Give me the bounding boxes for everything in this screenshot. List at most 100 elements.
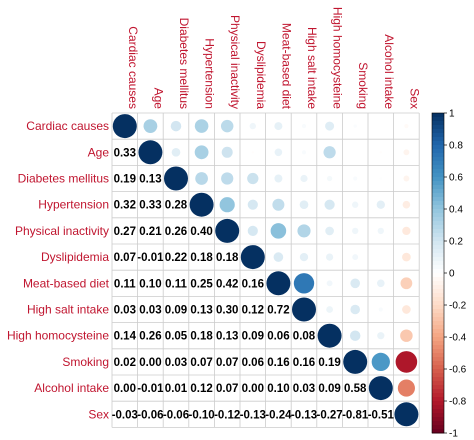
colorbar-segment (432, 113, 444, 118)
column-labels: Cardiac causes Age Diabetes mellitus Hypert… (126, 7, 422, 110)
row-label: High homocysteine (7, 329, 109, 343)
column-label: Physical inactivity (228, 15, 242, 109)
corr-value-label: 0.25 (190, 278, 213, 290)
corr-circle (274, 122, 283, 131)
colorbar-segment (432, 173, 444, 178)
corr-value-label: 0.19 (318, 357, 340, 369)
corr-circle (394, 402, 419, 427)
corr-value-label: 0.16 (267, 357, 289, 369)
colorbar-segment (432, 177, 444, 182)
colorbar-segment (432, 261, 444, 266)
corr-circle (247, 225, 258, 236)
corr-value-label: 0.00 (114, 383, 136, 395)
column-label: Dyslipidemia (254, 41, 268, 109)
corr-circle (377, 332, 385, 340)
column-label: Alcohol intake (382, 34, 396, 109)
corr-circle (324, 199, 335, 210)
row-label: Cardiac causes (26, 119, 109, 133)
corr-circle (326, 306, 333, 313)
corr-value-label: 0.07 (114, 252, 136, 264)
colorbar-segment (432, 353, 444, 358)
corr-value-label: 0.03 (139, 305, 161, 317)
colorbar-segment (432, 361, 444, 366)
colorbar-segment (432, 181, 444, 186)
row-label: Hypertension (38, 198, 109, 212)
row-label: Dyslipidemia (41, 250, 109, 264)
column-label: Age (151, 88, 165, 110)
colorbar-segment (432, 217, 444, 222)
colorbar-segment (432, 141, 444, 146)
cells-layer: 0.330.19 0.130.32 0.33 0.280.27 0.21 0.26 0.40… (112, 114, 419, 427)
corr-circle (301, 124, 307, 129)
corr-value-label: -0.03 (112, 409, 138, 421)
colorbar-segment (432, 269, 444, 274)
corr-value-label: -0.06 (137, 409, 163, 421)
corr-circle (274, 174, 283, 183)
corr-circle (112, 114, 137, 139)
corr-circle (164, 166, 188, 191)
corr-value-label: -0.51 (368, 409, 395, 421)
corr-value-label: 0.12 (242, 305, 264, 317)
corr-value-label: -0.12 (214, 409, 240, 421)
corr-value-label: 0.16 (293, 357, 315, 369)
colorbar-segment (432, 185, 444, 190)
colorbar-tick-label: 0.4 (449, 205, 463, 216)
colorbar-segment (432, 285, 444, 290)
colorbar-segment (432, 321, 444, 326)
corr-circle (292, 297, 316, 322)
row-label: Meat-based diet (23, 276, 110, 290)
corr-value-label: -0.27 (316, 409, 342, 421)
colorbar-segment (432, 201, 444, 206)
corr-value-label: 0.58 (344, 383, 367, 395)
corr-circle (326, 175, 333, 182)
colorbar-segment (432, 289, 444, 294)
row-label: Smoking (62, 355, 109, 369)
corr-circle (171, 147, 181, 157)
colorbar-segment (432, 389, 444, 394)
corr-circle (353, 124, 357, 128)
corr-value-label: 0.40 (190, 226, 212, 238)
corr-value-label: 0.11 (165, 278, 187, 290)
colorbar-segment (432, 345, 444, 350)
colorbar-segment (432, 197, 444, 202)
colorbar-tick-label: 0.6 (449, 173, 463, 184)
colorbar-segment (432, 421, 444, 426)
corr-value-label: 0.07 (216, 357, 238, 369)
colorbar-segment (432, 357, 444, 362)
corr-circle (379, 151, 382, 154)
colorbar-segment (432, 209, 444, 214)
grid-layer (111, 112, 420, 428)
colorbar: 1 0.8 0.6 0.4 0.2 0 -0.2 -0.4 -0.6 -0.8 -1 (431, 109, 467, 440)
colorbar-segment (432, 213, 444, 218)
corr-value-label: 0.18 (216, 252, 239, 264)
corr-value-label: 0.03 (114, 305, 136, 317)
colorbar-segment (432, 153, 444, 158)
corr-circle (143, 119, 158, 133)
corr-value-label: 0.03 (293, 383, 315, 395)
corr-value-label: -0.81 (342, 409, 369, 421)
corr-circle (377, 227, 384, 235)
corr-circle (400, 277, 413, 290)
colorbar-tick-label: -0.2 (449, 301, 467, 312)
colorbar-segment (432, 161, 444, 166)
colorbar-segment (432, 417, 444, 422)
corr-circle (371, 352, 390, 372)
corr-circle (272, 198, 285, 211)
corr-value-label: 0.30 (216, 305, 238, 317)
corr-value-label: 0.07 (216, 383, 238, 395)
corr-value-label: -0.13 (291, 409, 317, 421)
colorbar-tick-label: 1 (449, 109, 455, 120)
colorbar-segment (432, 129, 444, 134)
corr-circle (402, 200, 411, 209)
corr-value-label: 0.00 (139, 357, 161, 369)
corr-circle (297, 224, 311, 238)
corr-value-label: 0.28 (165, 200, 188, 212)
column-label: High homocysteine (331, 7, 345, 109)
corr-value-label: 0.33 (139, 200, 161, 212)
colorbar-segment (432, 281, 444, 286)
row-label: Sex (88, 407, 109, 421)
corr-value-label: 0.10 (139, 278, 161, 290)
colorbar-tick-label: -0.6 (449, 365, 467, 376)
colorbar-segment (432, 121, 444, 126)
